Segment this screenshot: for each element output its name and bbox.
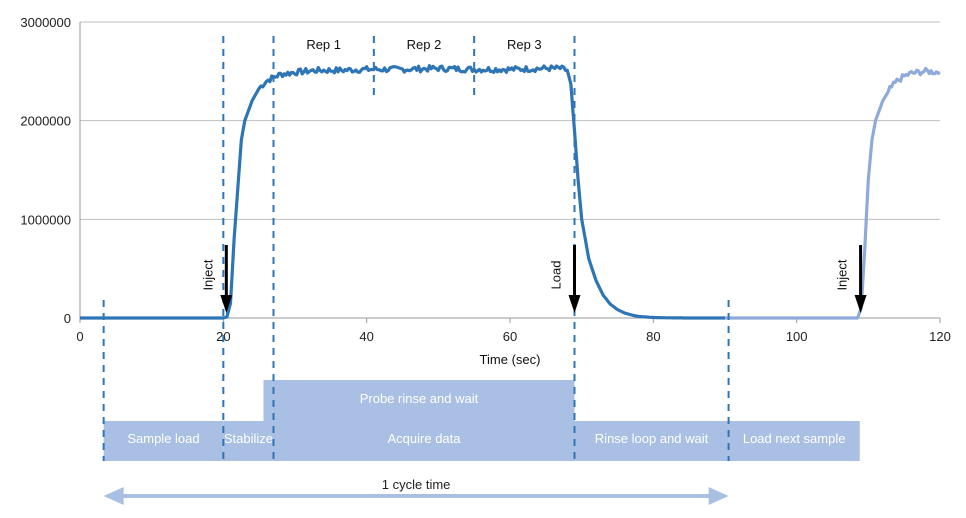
x-tick-label: 100 (786, 329, 808, 344)
probe-rinse-label: Probe rinse and wait (360, 391, 479, 406)
signal-line (80, 64, 725, 320)
x-tick-label: 0 (76, 329, 83, 344)
x-tick-label: 80 (646, 329, 660, 344)
phase-label: Stabilize (224, 431, 273, 446)
phase-bar (103, 421, 224, 461)
rep-label: Rep 1 (306, 37, 341, 52)
arrow-label: Inject (835, 259, 850, 290)
next-sample-line (725, 66, 941, 320)
cycle-arrow-left-head (103, 487, 124, 505)
y-tick-label: 2000000 (20, 114, 71, 129)
rep-label: Rep 2 (407, 37, 442, 52)
signal-series (80, 64, 941, 320)
arrow-label: Inject (200, 259, 215, 290)
phase-bar (273, 421, 575, 461)
arrow-head (854, 295, 867, 313)
y-tick-label: 1000000 (20, 212, 71, 227)
phase-bars: Probe rinse and wait Sample load Stabilize… (103, 380, 860, 461)
arrow-head (568, 295, 581, 313)
phase-label: Sample load (127, 431, 199, 446)
rep-labels: Rep 1 Rep 2 Rep 3 (306, 37, 541, 52)
event-arrows: Inject Load Inject (200, 245, 867, 313)
phase-label: Acquire data (388, 431, 462, 446)
probe-rinse-bar (263, 380, 575, 422)
x-tick-label: 120 (929, 329, 951, 344)
phase-bar (574, 421, 729, 461)
x-tick-label: 60 (503, 329, 517, 344)
y-tick-labels: 0 1000000 2000000 3000000 (20, 15, 71, 326)
cycle-time-label: 1 cycle time (382, 477, 451, 492)
x-axis-label: Time (sec) (480, 352, 541, 367)
y-tick-label: 0 (64, 311, 71, 326)
phase-label: Load next sample (743, 431, 846, 446)
x-tick-labels: 020406080100120 (76, 329, 950, 344)
phase-bar (728, 421, 860, 461)
phase-label: Rinse loop and wait (595, 431, 709, 446)
arrow-head (220, 295, 233, 313)
cycle-arrow-right-head (708, 487, 729, 505)
cycle-time-arrow: 1 cycle time (103, 477, 729, 505)
rep-label: Rep 3 (507, 37, 542, 52)
x-tick-label: 40 (359, 329, 373, 344)
phase-bar (223, 421, 274, 461)
y-tick-label: 3000000 (20, 15, 71, 30)
arrow-label: Load (549, 261, 564, 290)
